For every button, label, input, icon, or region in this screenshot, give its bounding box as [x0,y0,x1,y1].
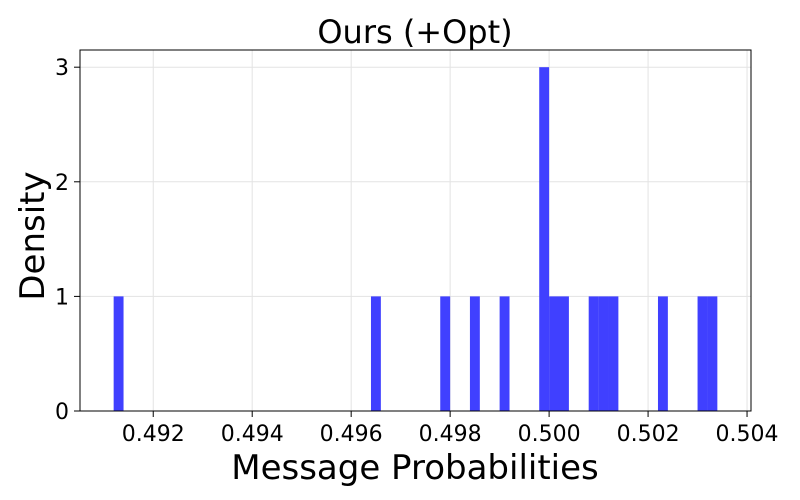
x-tick-label: 0.502 [617,422,680,447]
x-tick-label: 0.498 [419,422,482,447]
histogram-bars [113,67,718,411]
histogram-bar [657,296,668,411]
x-tick-label: 0.494 [221,422,284,447]
histogram-bar [707,296,718,411]
histogram-bar [499,296,510,411]
grid-lines [80,50,751,412]
x-tick-label: 0.500 [518,422,581,447]
y-tick-label: 1 [55,285,69,310]
histogram-bar [549,296,560,411]
histogram-bar [440,296,451,411]
histogram-bar [539,67,550,411]
histogram-bar [370,296,381,411]
x-axis-ticks: 0.492 0.494 0.496 0.498 0.500 0.502 0.504 [122,411,779,447]
y-axis-ticks: 0 1 2 3 [55,56,80,425]
histogram-bar [588,296,599,411]
histogram-bar [469,296,480,411]
x-axis-label: Message Probabilities [231,448,599,488]
histogram-bar [598,296,609,411]
histogram-bar [608,296,619,411]
x-tick-label: 0.492 [122,422,185,447]
histogram-bar [559,296,569,411]
y-tick-label: 3 [55,56,69,81]
y-axis-label: Density [13,171,53,300]
histogram-bar [697,296,708,411]
chart-title: Ours (+Opt) [317,13,512,51]
plot-frame [79,49,752,412]
y-tick-label: 2 [55,171,69,196]
x-tick-label: 0.504 [716,422,779,447]
histogram-bar [113,296,124,411]
x-tick-label: 0.496 [320,422,383,447]
y-tick-label: 0 [55,400,69,425]
